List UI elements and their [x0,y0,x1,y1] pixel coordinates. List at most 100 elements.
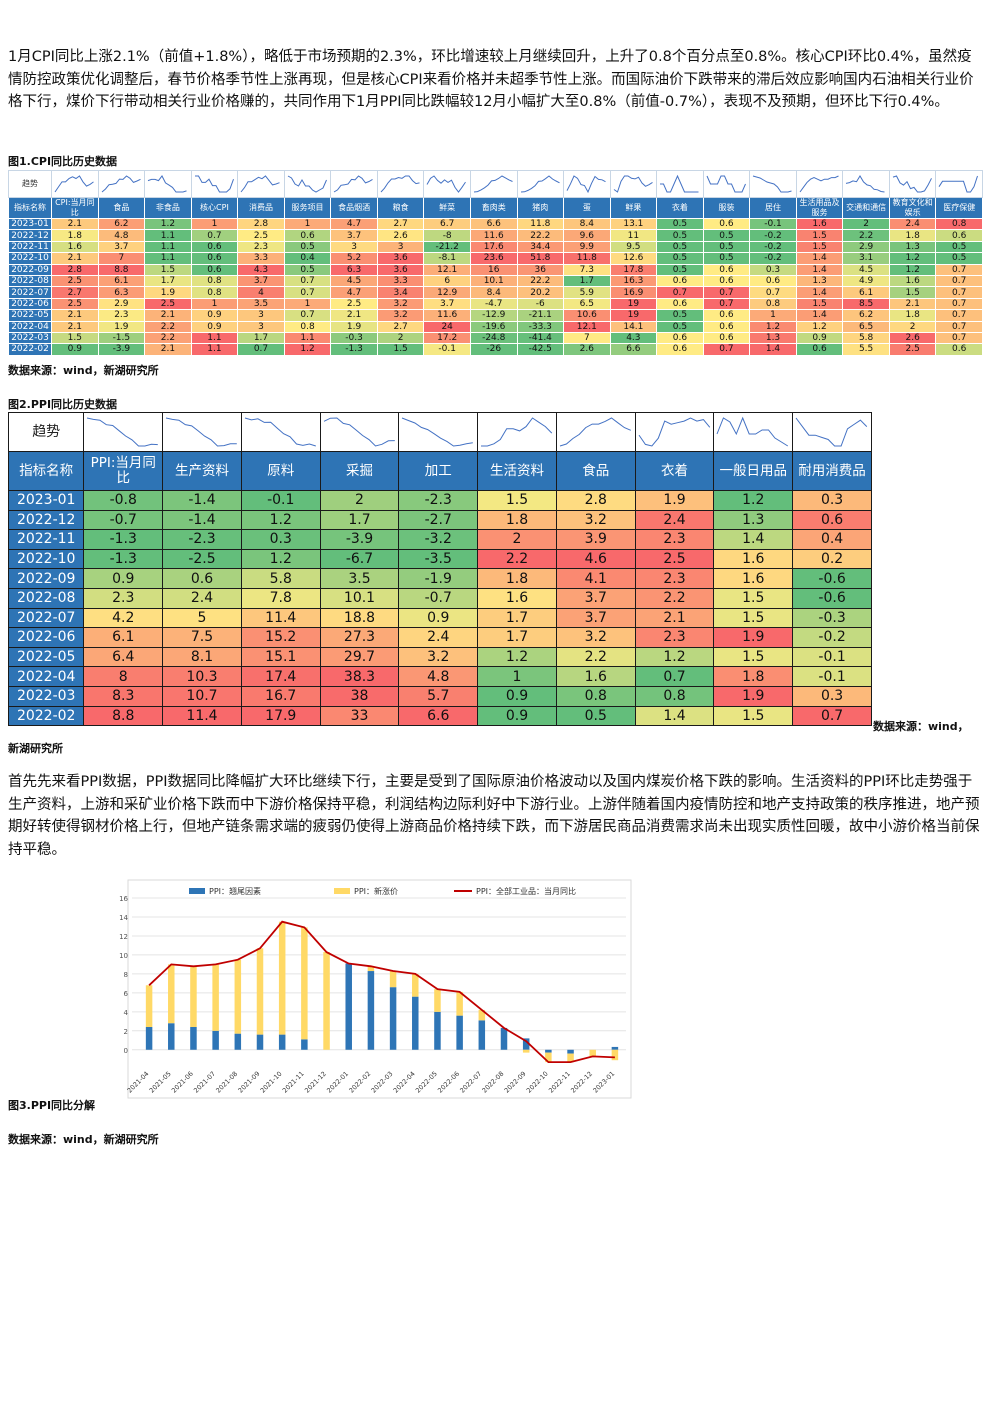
table-cell: 17.2 [423,331,471,345]
table-row: 2022-05 2.1 2.3 2.1 0.9 3 0.7 2.1 3.2 11.6 -12.9 -2… [7,309,983,322]
table-cell: 0.6 [935,229,983,242]
table-cell: 6.1 [83,627,164,648]
table-cell: -3.2 [398,529,479,550]
legend-swatch [334,888,350,894]
table-cell: 0.5 [656,229,704,242]
table-cell: 0.6 [749,274,797,288]
table-row: 2022-05 6.4 8.1 15.1 29.7 3.2 1.2 2.2 1.2 1.5 -0.1 [7,646,872,668]
legend-swatch [189,888,205,894]
table-cell: 0.8 [190,274,239,288]
table-cell: 3.7 [330,229,378,242]
trend-sparkline [87,417,159,447]
table-cell: 2.5 [144,297,192,311]
table-cell: 2 [319,490,400,511]
table-cell: 0.6 [792,509,872,531]
table-cell: 2.8 [51,263,99,276]
table-cell: 1.9 [144,286,192,299]
table-cell: 2.6 [563,343,611,356]
table-cell: 12.6 [609,252,658,265]
table-cell: 0.7 [702,343,751,356]
trend-cell [888,170,937,198]
trend-cell [190,170,239,198]
table-cell: 29.7 [319,646,400,668]
y-tick-label: 14 [119,914,128,922]
table-cell: 11.4 [162,705,242,727]
table-cell: 1.7 [477,607,557,629]
table-cell: 6.2 [97,217,146,231]
trend-cell [656,170,704,198]
table-row: 2023-01 -0.8 -1.4 -0.1 2 -2.3 1.5 2.8 1.9 1.2 0.3 [7,490,872,511]
table-cell: 0.7 [702,297,751,311]
table-cell: -1.4 [162,509,242,531]
table-cell: 0.9 [51,343,99,356]
table-cell: 1.1 [190,343,239,356]
column-header: 生活用品及服务 [795,197,844,219]
trend-sparkline [481,417,553,447]
row-date: 2022-11 [7,529,85,550]
table-cell: 1.6 [795,217,844,231]
table-cell: 0.3 [749,263,797,276]
sparkline-path [706,175,746,193]
table-row: 2022-02 0.9 -3.9 2.1 1.1 0.7 1.2 -1.3 1.5 -0.1 -26… [7,343,983,356]
bar-carryover [234,1033,242,1050]
table-cell: -0.2 [792,627,872,648]
table-cell: 11.6 [423,309,471,322]
table-cell: 2.5 [330,297,378,311]
table-cell: 2.4 [634,509,715,531]
table-cell: 3.5 [319,568,400,589]
table-cell: 0.8 [190,286,239,299]
table-cell: 6.5 [842,320,890,333]
table-cell: 1.8 [477,509,557,531]
legend-label: PPI：新涨价 [354,886,398,896]
trend-sparkline [520,175,560,193]
trend-cell [795,170,844,198]
bar-carryover [168,1023,175,1050]
y-tick-label: 8 [124,971,128,979]
table-cell: 1.6 [51,240,99,254]
table-cell: 2.2 [477,548,557,570]
trend-label: 趋势 [7,412,85,452]
row-date: 2022-05 [7,646,85,668]
row-date: 2022-03 [7,685,85,707]
table-cell: 22.2 [516,274,565,288]
bar-new-price [190,966,197,1028]
row-date: 2022-12 [7,509,85,531]
sparkline-path [194,175,234,193]
table-cell: 2.1 [888,297,937,311]
table-cell: -1.9 [398,568,479,589]
figure1-source: 数据来源：wind，新湖研究所 [8,364,159,377]
trend-sparkline [716,416,789,447]
table-cell: -0.3 [330,331,378,345]
trend-cell [51,170,99,198]
table-cell: 2.3 [97,309,146,322]
table-cell: 10.1 [469,274,518,288]
sparkline-path [559,417,631,447]
table-cell: 11 [609,229,658,242]
table-row: 2022-09 0.9 0.6 5.8 3.5 -1.9 1.8 4.1 2.3 1.6 -0.6 [7,568,872,589]
table-cell: -3.9 [319,529,400,550]
bar-new-price [234,959,242,1034]
table-cell: 1 [190,297,239,311]
legend-label: PPI：全部工业品：当月同比 [476,886,576,896]
table-cell: -1.3 [83,548,164,570]
trend-sparkline [638,417,710,447]
table-cell: -0.1 [792,666,872,687]
table-cell: 1.2 [795,320,844,333]
sparkline-path [87,417,159,447]
table-cell: -0.2 [749,229,797,242]
table-cell: 7 [563,331,611,345]
table-cell: 6.4 [83,646,164,668]
bar-carryover [500,1027,508,1050]
table-cell: 1.2 [477,646,557,668]
table-cell: 1.6 [888,274,937,288]
bar-new-price [389,971,397,988]
table-cell: 0.6 [702,263,751,276]
sparkline-path [166,417,237,447]
table-cell: 0.6 [795,343,844,356]
trend-row: 趋势 [7,412,872,452]
table-cell: -26 [469,343,518,356]
table-cell: 1.6 [555,666,636,687]
table-cell: -2.3 [398,490,479,511]
table-cell: 0.7 [935,274,983,288]
sparkline-path [795,417,868,447]
